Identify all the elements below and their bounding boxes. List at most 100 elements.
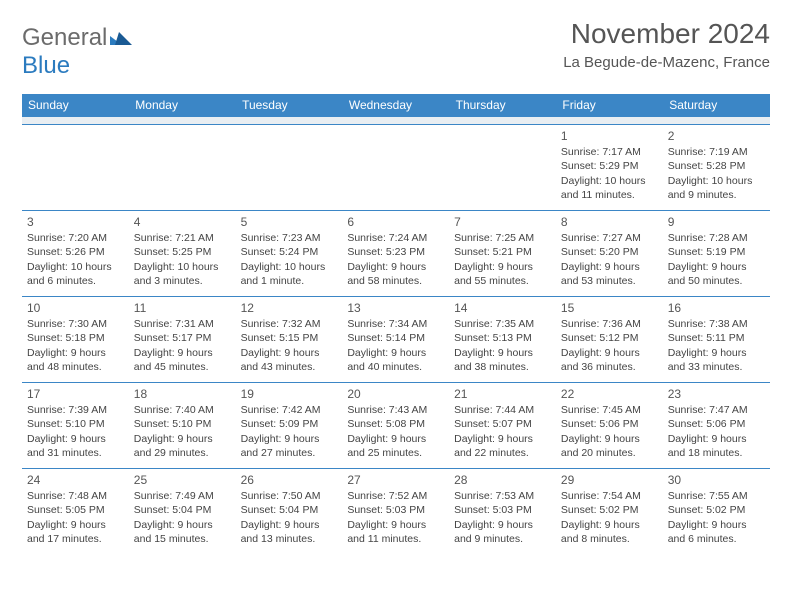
- daylight-text: and 40 minutes.: [347, 360, 444, 374]
- sunset-text: Sunset: 5:20 PM: [561, 245, 658, 259]
- day-number: 25: [134, 472, 231, 488]
- daylight-text: and 33 minutes.: [668, 360, 765, 374]
- daylight-text: Daylight: 9 hours: [27, 346, 124, 360]
- sunrise-text: Sunrise: 7:44 AM: [454, 403, 551, 417]
- day-cell: 17Sunrise: 7:39 AMSunset: 5:10 PMDayligh…: [22, 383, 129, 469]
- daylight-text: Daylight: 9 hours: [347, 260, 444, 274]
- sunrise-text: Sunrise: 7:52 AM: [347, 489, 444, 503]
- daylight-text: Daylight: 9 hours: [668, 518, 765, 532]
- day-cell: 28Sunrise: 7:53 AMSunset: 5:03 PMDayligh…: [449, 469, 556, 555]
- day-cell: [342, 125, 449, 211]
- daylight-text: Daylight: 9 hours: [134, 518, 231, 532]
- daylight-text: Daylight: 9 hours: [134, 432, 231, 446]
- daylight-text: and 48 minutes.: [27, 360, 124, 374]
- day-header: Thursday: [449, 94, 556, 117]
- location: La Begude-de-Mazenc, France: [563, 54, 770, 71]
- sunrise-text: Sunrise: 7:42 AM: [241, 403, 338, 417]
- daylight-text: and 36 minutes.: [561, 360, 658, 374]
- sunrise-text: Sunrise: 7:21 AM: [134, 231, 231, 245]
- day-number: 3: [27, 214, 124, 230]
- sunrise-text: Sunrise: 7:53 AM: [454, 489, 551, 503]
- sunset-text: Sunset: 5:18 PM: [27, 331, 124, 345]
- daylight-text: Daylight: 9 hours: [561, 518, 658, 532]
- sunset-text: Sunset: 5:06 PM: [561, 417, 658, 431]
- day-cell: 5Sunrise: 7:23 AMSunset: 5:24 PMDaylight…: [236, 211, 343, 297]
- sunset-text: Sunset: 5:19 PM: [668, 245, 765, 259]
- daylight-text: Daylight: 9 hours: [241, 518, 338, 532]
- daylight-text: Daylight: 9 hours: [561, 432, 658, 446]
- day-header-row: Sunday Monday Tuesday Wednesday Thursday…: [22, 94, 770, 117]
- sunset-text: Sunset: 5:28 PM: [668, 159, 765, 173]
- day-number: 12: [241, 300, 338, 316]
- daylight-text: and 15 minutes.: [134, 532, 231, 546]
- day-cell: 8Sunrise: 7:27 AMSunset: 5:20 PMDaylight…: [556, 211, 663, 297]
- daylight-text: and 13 minutes.: [241, 532, 338, 546]
- logo-text-2: Blue: [22, 52, 70, 79]
- daylight-text: Daylight: 9 hours: [134, 346, 231, 360]
- logo-mark-icon: [110, 24, 132, 52]
- sunset-text: Sunset: 5:25 PM: [134, 245, 231, 259]
- sunset-text: Sunset: 5:13 PM: [454, 331, 551, 345]
- day-number: 24: [27, 472, 124, 488]
- daylight-text: Daylight: 9 hours: [454, 346, 551, 360]
- daylight-text: and 3 minutes.: [134, 274, 231, 288]
- sunrise-text: Sunrise: 7:27 AM: [561, 231, 658, 245]
- sunrise-text: Sunrise: 7:54 AM: [561, 489, 658, 503]
- day-cell: 10Sunrise: 7:30 AMSunset: 5:18 PMDayligh…: [22, 297, 129, 383]
- daylight-text: Daylight: 9 hours: [668, 260, 765, 274]
- page: GeneralBlue November 2024 La Begude-de-M…: [0, 0, 792, 565]
- sunset-text: Sunset: 5:08 PM: [347, 417, 444, 431]
- daylight-text: and 18 minutes.: [668, 446, 765, 460]
- day-cell: 13Sunrise: 7:34 AMSunset: 5:14 PMDayligh…: [342, 297, 449, 383]
- daylight-text: and 25 minutes.: [347, 446, 444, 460]
- sunrise-text: Sunrise: 7:34 AM: [347, 317, 444, 331]
- day-number: 9: [668, 214, 765, 230]
- day-cell: 21Sunrise: 7:44 AMSunset: 5:07 PMDayligh…: [449, 383, 556, 469]
- daylight-text: and 50 minutes.: [668, 274, 765, 288]
- day-header: Saturday: [663, 94, 770, 117]
- daylight-text: Daylight: 10 hours: [134, 260, 231, 274]
- sunset-text: Sunset: 5:12 PM: [561, 331, 658, 345]
- sunrise-text: Sunrise: 7:23 AM: [241, 231, 338, 245]
- day-cell: 6Sunrise: 7:24 AMSunset: 5:23 PMDaylight…: [342, 211, 449, 297]
- sunrise-text: Sunrise: 7:45 AM: [561, 403, 658, 417]
- daylight-text: and 17 minutes.: [27, 532, 124, 546]
- daylight-text: and 11 minutes.: [347, 532, 444, 546]
- day-number: 26: [241, 472, 338, 488]
- day-header: Sunday: [22, 94, 129, 117]
- day-cell: 29Sunrise: 7:54 AMSunset: 5:02 PMDayligh…: [556, 469, 663, 555]
- sunset-text: Sunset: 5:04 PM: [241, 503, 338, 517]
- daylight-text: and 27 minutes.: [241, 446, 338, 460]
- daylight-text: Daylight: 9 hours: [454, 432, 551, 446]
- sunset-text: Sunset: 5:04 PM: [134, 503, 231, 517]
- sunrise-text: Sunrise: 7:31 AM: [134, 317, 231, 331]
- day-cell: 23Sunrise: 7:47 AMSunset: 5:06 PMDayligh…: [663, 383, 770, 469]
- sunrise-text: Sunrise: 7:35 AM: [454, 317, 551, 331]
- daylight-text: and 8 minutes.: [561, 532, 658, 546]
- week-row: 1Sunrise: 7:17 AMSunset: 5:29 PMDaylight…: [22, 125, 770, 211]
- sunrise-text: Sunrise: 7:50 AM: [241, 489, 338, 503]
- daylight-text: Daylight: 9 hours: [347, 346, 444, 360]
- sunset-text: Sunset: 5:10 PM: [27, 417, 124, 431]
- day-cell: 22Sunrise: 7:45 AMSunset: 5:06 PMDayligh…: [556, 383, 663, 469]
- daylight-text: and 6 minutes.: [668, 532, 765, 546]
- day-number: 8: [561, 214, 658, 230]
- day-cell: [236, 125, 343, 211]
- sunset-text: Sunset: 5:06 PM: [668, 417, 765, 431]
- day-header: Monday: [129, 94, 236, 117]
- day-header: Wednesday: [342, 94, 449, 117]
- day-number: 18: [134, 386, 231, 402]
- day-cell: 24Sunrise: 7:48 AMSunset: 5:05 PMDayligh…: [22, 469, 129, 555]
- day-header: Friday: [556, 94, 663, 117]
- sunrise-text: Sunrise: 7:28 AM: [668, 231, 765, 245]
- sunset-text: Sunset: 5:17 PM: [134, 331, 231, 345]
- daylight-text: Daylight: 10 hours: [561, 174, 658, 188]
- sunset-text: Sunset: 5:10 PM: [134, 417, 231, 431]
- day-cell: [129, 125, 236, 211]
- day-cell: 27Sunrise: 7:52 AMSunset: 5:03 PMDayligh…: [342, 469, 449, 555]
- sunset-text: Sunset: 5:02 PM: [561, 503, 658, 517]
- daylight-text: and 53 minutes.: [561, 274, 658, 288]
- sunrise-text: Sunrise: 7:55 AM: [668, 489, 765, 503]
- header: GeneralBlue November 2024 La Begude-de-M…: [22, 18, 770, 80]
- daylight-text: Daylight: 9 hours: [27, 432, 124, 446]
